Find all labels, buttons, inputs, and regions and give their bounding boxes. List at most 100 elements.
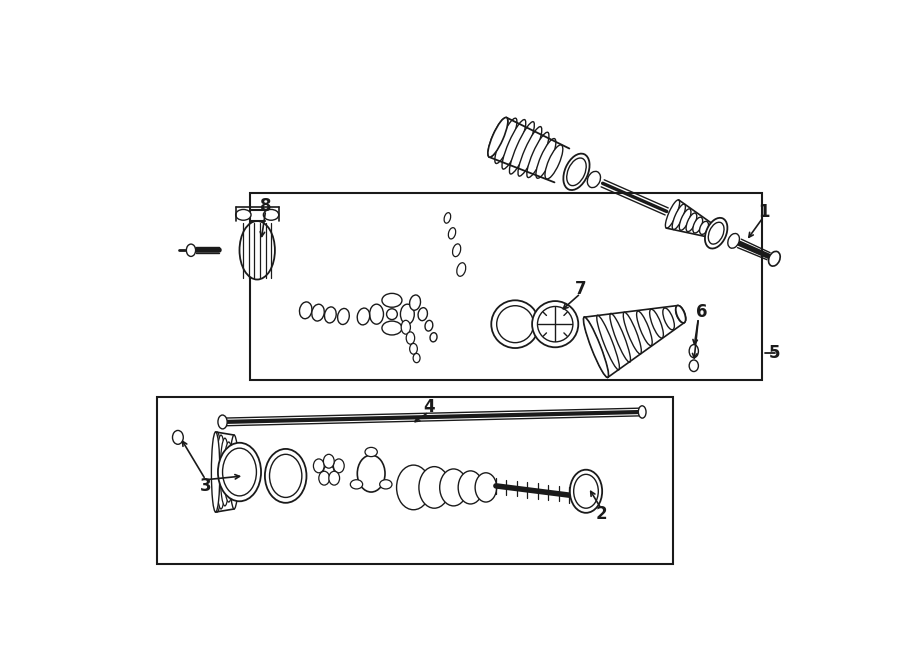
Ellipse shape [545, 145, 562, 179]
Ellipse shape [300, 302, 312, 319]
Ellipse shape [224, 442, 233, 502]
Ellipse shape [650, 309, 663, 338]
Ellipse shape [220, 438, 230, 506]
Ellipse shape [699, 221, 708, 235]
Ellipse shape [410, 295, 420, 310]
Ellipse shape [488, 118, 508, 157]
Ellipse shape [491, 300, 539, 348]
Ellipse shape [457, 262, 465, 276]
Ellipse shape [573, 475, 598, 508]
Ellipse shape [597, 315, 619, 370]
Ellipse shape [413, 354, 420, 363]
Ellipse shape [537, 307, 573, 342]
Ellipse shape [689, 344, 698, 358]
Ellipse shape [518, 127, 542, 176]
Ellipse shape [357, 455, 385, 492]
Ellipse shape [563, 153, 590, 190]
Ellipse shape [382, 321, 402, 335]
Ellipse shape [328, 471, 339, 485]
Ellipse shape [212, 432, 221, 512]
Ellipse shape [570, 470, 602, 513]
Ellipse shape [338, 309, 349, 325]
Text: 6: 6 [696, 303, 707, 321]
Ellipse shape [269, 454, 302, 498]
Ellipse shape [400, 304, 414, 324]
Ellipse shape [567, 158, 586, 186]
Text: 3: 3 [200, 477, 212, 495]
Ellipse shape [218, 443, 261, 501]
Text: 8: 8 [260, 198, 272, 215]
Ellipse shape [218, 415, 227, 429]
Ellipse shape [313, 459, 324, 473]
Ellipse shape [444, 213, 451, 223]
Ellipse shape [230, 435, 238, 509]
Ellipse shape [705, 218, 727, 249]
Ellipse shape [588, 171, 600, 188]
Ellipse shape [406, 332, 415, 344]
Ellipse shape [680, 209, 691, 230]
Ellipse shape [357, 308, 370, 325]
Ellipse shape [728, 233, 740, 249]
Ellipse shape [672, 204, 686, 229]
Ellipse shape [325, 307, 337, 323]
Ellipse shape [425, 321, 433, 331]
Ellipse shape [497, 305, 534, 342]
Ellipse shape [769, 251, 780, 266]
Ellipse shape [636, 311, 652, 346]
Ellipse shape [689, 360, 698, 371]
Ellipse shape [430, 332, 437, 342]
Ellipse shape [382, 293, 402, 307]
Ellipse shape [173, 430, 184, 444]
Ellipse shape [676, 305, 686, 323]
Ellipse shape [264, 210, 279, 220]
Ellipse shape [665, 200, 680, 228]
Ellipse shape [333, 459, 344, 473]
Ellipse shape [311, 304, 324, 321]
Ellipse shape [239, 221, 274, 280]
Ellipse shape [583, 317, 608, 377]
Ellipse shape [708, 222, 724, 244]
Text: 1: 1 [758, 203, 770, 221]
Ellipse shape [265, 449, 307, 503]
Ellipse shape [418, 467, 450, 508]
Ellipse shape [319, 471, 329, 485]
Ellipse shape [228, 447, 238, 498]
Ellipse shape [410, 344, 418, 354]
Ellipse shape [693, 217, 703, 233]
Ellipse shape [536, 139, 556, 178]
Ellipse shape [370, 304, 383, 324]
Text: 5: 5 [769, 344, 780, 362]
Ellipse shape [488, 118, 508, 157]
Ellipse shape [532, 301, 579, 347]
Ellipse shape [495, 118, 517, 163]
Ellipse shape [350, 480, 363, 489]
Ellipse shape [216, 435, 226, 509]
Text: 2: 2 [596, 504, 608, 523]
Polygon shape [249, 193, 761, 379]
Ellipse shape [662, 308, 674, 330]
Ellipse shape [323, 454, 334, 468]
Ellipse shape [365, 447, 377, 457]
Text: 7: 7 [575, 280, 587, 297]
Ellipse shape [638, 406, 646, 418]
Ellipse shape [458, 471, 482, 504]
Text: 4: 4 [423, 397, 435, 416]
Ellipse shape [401, 321, 410, 334]
Ellipse shape [323, 465, 334, 479]
Ellipse shape [186, 244, 195, 256]
Ellipse shape [453, 244, 461, 256]
Ellipse shape [526, 132, 549, 178]
Ellipse shape [440, 469, 467, 506]
Ellipse shape [236, 210, 251, 220]
Ellipse shape [610, 313, 631, 362]
Ellipse shape [380, 480, 392, 489]
Ellipse shape [397, 465, 430, 510]
Polygon shape [158, 397, 673, 564]
Ellipse shape [624, 312, 642, 354]
Ellipse shape [509, 122, 535, 174]
Ellipse shape [418, 307, 427, 321]
Ellipse shape [387, 309, 397, 319]
Ellipse shape [583, 317, 608, 377]
Ellipse shape [502, 120, 526, 169]
Ellipse shape [475, 473, 497, 502]
